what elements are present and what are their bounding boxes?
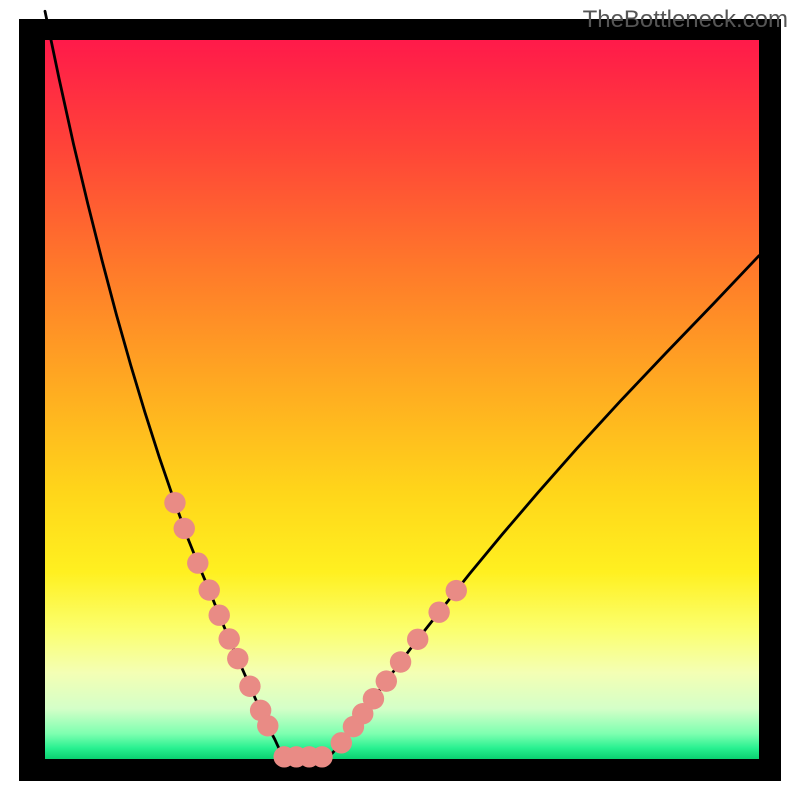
bottleneck-chart: TheBottleneck.com	[0, 0, 800, 800]
data-dots	[45, 40, 759, 759]
data-dot	[219, 628, 240, 649]
data-dot	[164, 492, 185, 513]
data-dot	[227, 648, 248, 669]
chart-frame	[19, 19, 781, 781]
data-dot	[311, 746, 332, 767]
data-dot	[199, 579, 220, 600]
data-dot	[209, 604, 230, 625]
data-dot	[187, 552, 208, 573]
data-dot	[376, 670, 397, 691]
data-dot	[390, 651, 411, 672]
data-dot	[407, 629, 428, 650]
data-dot	[239, 676, 260, 697]
data-dot	[257, 715, 278, 736]
plot-area	[45, 40, 759, 759]
data-dot	[428, 601, 449, 622]
data-dot	[363, 688, 384, 709]
watermark-label: TheBottleneck.com	[583, 6, 788, 34]
data-dot	[446, 580, 467, 601]
data-dot	[174, 518, 195, 539]
